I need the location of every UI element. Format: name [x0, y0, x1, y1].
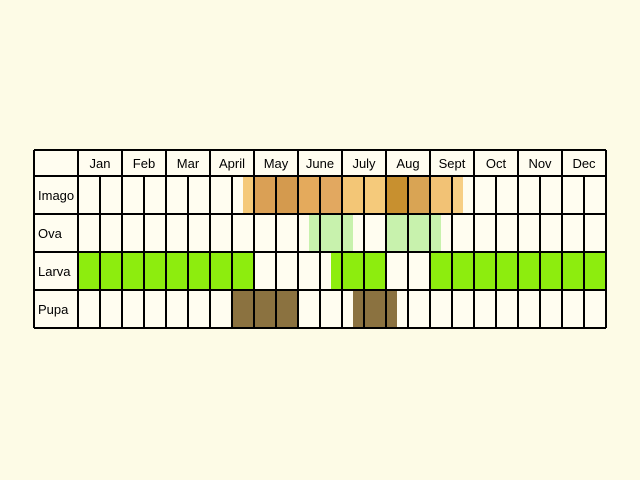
imago-bar — [408, 176, 430, 214]
imago-bar — [364, 176, 386, 214]
ova-bar — [309, 214, 353, 252]
stage-label-imago: Imago — [38, 188, 74, 203]
imago-bar — [430, 176, 452, 214]
month-label-nov: Nov — [528, 156, 552, 171]
stage-label-larva: Larva — [38, 264, 71, 279]
imago-bar — [276, 176, 298, 214]
month-label-april: April — [219, 156, 245, 171]
larva-bar — [331, 252, 386, 290]
month-label-feb: Feb — [133, 156, 155, 171]
imago-bar — [254, 176, 276, 214]
month-label-may: May — [264, 156, 289, 171]
imago-bar — [243, 176, 254, 214]
month-label-aug: Aug — [396, 156, 419, 171]
month-label-jan: Jan — [90, 156, 111, 171]
imago-bar — [298, 176, 320, 214]
month-label-dec: Dec — [572, 156, 596, 171]
imago-bar — [452, 176, 463, 214]
month-label-sept: Sept — [439, 156, 466, 171]
pupa-bar — [232, 290, 298, 328]
month-label-july: July — [352, 156, 376, 171]
stage-label-pupa: Pupa — [38, 302, 69, 317]
month-label-june: June — [306, 156, 334, 171]
month-label-oct: Oct — [486, 156, 507, 171]
imago-bar — [342, 176, 364, 214]
pupa-bar — [353, 290, 397, 328]
ova-bar — [386, 214, 441, 252]
stage-label-ova: Ova — [38, 226, 63, 241]
imago-bar — [320, 176, 342, 214]
grid-labels: Jan Feb Mar April May June July Aug Sept Oct Nov De… — [38, 156, 596, 317]
month-label-mar: Mar — [177, 156, 200, 171]
grid-lines — [33, 149, 607, 329]
imago-bar — [386, 176, 408, 214]
